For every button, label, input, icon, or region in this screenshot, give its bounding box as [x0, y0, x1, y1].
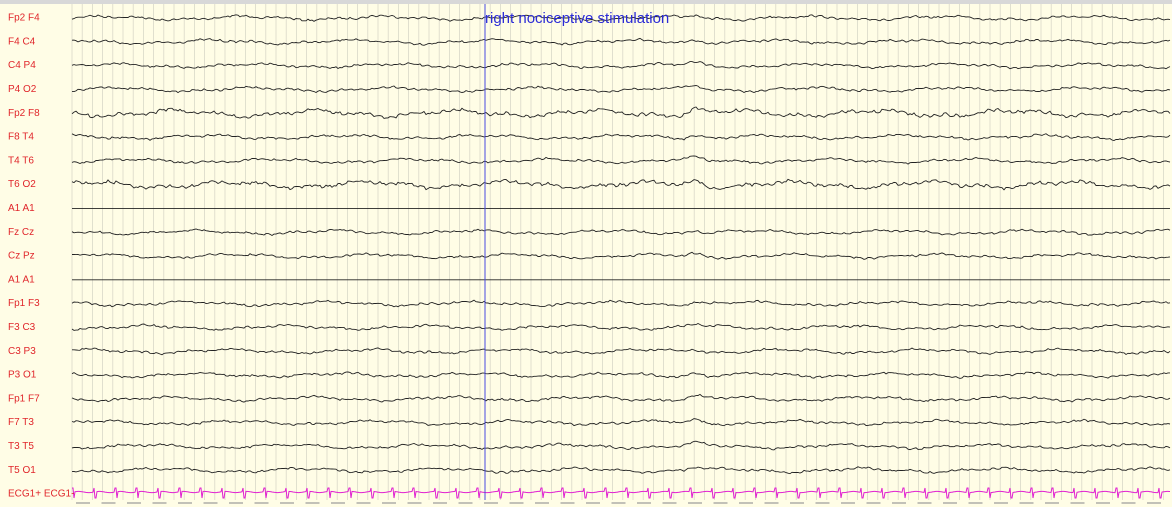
eeg-trace: [71, 228, 1171, 237]
channel-label: A1 A1: [8, 274, 35, 285]
eeg-trace: [71, 251, 1171, 260]
channel-label: T6 O2: [8, 179, 36, 190]
top-bar: [0, 0, 1172, 4]
eeg-trace: [71, 61, 1171, 70]
channel-labels: Fp2 F4 F4 C4 C4 P4 P4 O2 Fp2 F8 F8 T4 T4 T6 T6 …: [8, 13, 74, 500]
eeg-trace: [71, 371, 1170, 379]
channel-label: Fp1 F7: [8, 393, 40, 404]
channel-label: T5 O1: [8, 465, 36, 476]
eeg-trace: [71, 178, 1171, 191]
eeg-trace: [72, 347, 1171, 356]
channel-label: P3 O1: [8, 370, 37, 381]
channel-label: A1 A1: [8, 203, 35, 214]
channel-label: P4 O2: [8, 84, 37, 95]
eeg-trace: [71, 14, 1171, 22]
channel-label: Cz Pz: [8, 251, 35, 262]
event-annotation: right nociceptive stimulation: [485, 10, 669, 27]
eeg-trace: [71, 37, 1171, 46]
channel-label: Fp2 F8: [8, 108, 40, 119]
channel-label: F7 T3: [8, 417, 34, 428]
channel-label: T3 T5: [8, 441, 34, 452]
eeg-trace: [71, 440, 1171, 451]
channel-label: F4 C4: [8, 36, 36, 47]
channel-label: Fp2 F4: [8, 13, 40, 24]
channel-label: F3 C3: [8, 322, 36, 333]
channel-label: T4 T6: [8, 155, 34, 166]
channel-label: Fz Cz: [8, 227, 34, 238]
channel-label: Fp1 F3: [8, 298, 40, 309]
channel-label: C4 P4: [8, 60, 36, 71]
eeg-trace: [71, 85, 1171, 94]
eeg-trace: [71, 322, 1171, 331]
eeg-trace: [71, 155, 1171, 165]
eeg-trace: [71, 133, 1171, 141]
eeg-trace: [71, 418, 1171, 427]
eeg-trace: [71, 299, 1171, 308]
channel-label: F8 T4: [8, 132, 34, 143]
eeg-trace: [71, 106, 1171, 119]
eeg-trace: [71, 466, 1171, 475]
channel-label: ECG1+ ECG1-: [8, 489, 74, 500]
ecg-trace: [72, 487, 1170, 499]
traces: [71, 14, 1171, 499]
eeg-trace: [71, 393, 1171, 403]
channel-label: C3 P3: [8, 346, 36, 357]
